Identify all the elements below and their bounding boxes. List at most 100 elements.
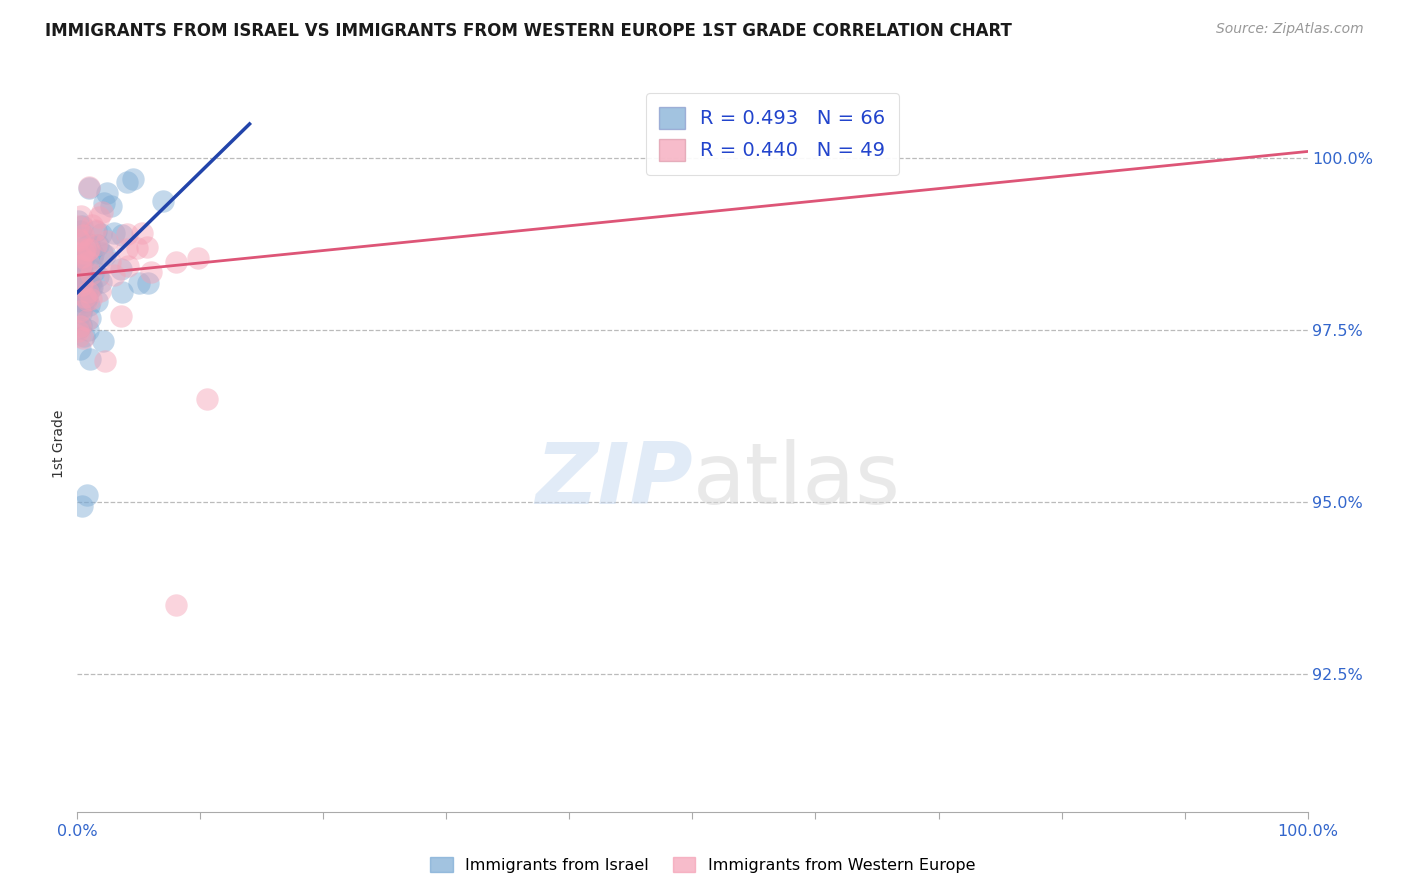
Point: [83, 264, 105, 278]
Point: [152, 194, 174, 208]
Point: [91, 245, 114, 260]
Point: [103, 226, 125, 240]
Point: [69, 306, 91, 320]
Point: [187, 251, 209, 265]
Point: [70, 499, 93, 513]
Point: [70, 278, 93, 293]
Point: [80, 280, 103, 294]
Point: [89, 285, 111, 299]
Point: [77, 237, 100, 252]
Point: [69, 294, 91, 309]
Point: [115, 242, 138, 256]
Point: [66, 278, 89, 293]
Point: [135, 240, 157, 254]
Point: [66, 219, 89, 234]
Point: [75, 242, 97, 256]
Point: [77, 243, 100, 257]
Point: [94, 354, 117, 368]
Point: [72, 295, 94, 310]
Point: [70, 300, 93, 314]
Point: [70, 261, 93, 276]
Point: [79, 277, 101, 291]
Point: [75, 290, 97, 304]
Point: [87, 268, 110, 283]
Point: [117, 260, 139, 274]
Legend: Immigrants from Israel, Immigrants from Western Europe: Immigrants from Israel, Immigrants from …: [423, 851, 983, 880]
Point: [70, 275, 93, 289]
Point: [79, 292, 101, 306]
Point: [77, 280, 100, 294]
Point: [75, 293, 97, 307]
Point: [96, 186, 118, 200]
Text: IMMIGRANTS FROM ISRAEL VS IMMIGRANTS FROM WESTERN EUROPE 1ST GRADE CORRELATION C: IMMIGRANTS FROM ISRAEL VS IMMIGRANTS FRO…: [45, 22, 1012, 40]
Point: [82, 247, 104, 261]
Point: [77, 255, 100, 269]
Point: [67, 321, 90, 335]
Point: [110, 310, 132, 324]
Point: [165, 599, 187, 613]
Point: [110, 262, 132, 277]
Text: ZIP: ZIP: [534, 439, 693, 522]
Point: [69, 224, 91, 238]
Point: [72, 328, 94, 343]
Point: [84, 224, 107, 238]
Point: [69, 303, 91, 318]
Point: [75, 285, 97, 300]
Point: [76, 290, 98, 304]
Point: [72, 252, 94, 266]
Point: [76, 293, 98, 308]
Point: [80, 251, 103, 265]
Point: [69, 252, 91, 267]
Point: [103, 268, 125, 282]
Point: [91, 334, 114, 348]
Point: [77, 242, 100, 256]
Point: [79, 351, 101, 366]
Point: [70, 318, 93, 332]
Point: [115, 227, 138, 242]
Point: [98, 255, 121, 269]
Point: [165, 255, 187, 269]
Point: [76, 285, 98, 299]
Point: [72, 250, 94, 264]
Point: [72, 228, 94, 243]
Point: [128, 276, 150, 290]
Point: [69, 343, 91, 357]
Point: [73, 245, 96, 260]
Point: [89, 211, 111, 225]
Point: [72, 331, 94, 345]
Point: [67, 280, 90, 294]
Point: [70, 210, 93, 224]
Point: [111, 285, 134, 300]
Point: [195, 392, 218, 406]
Point: [94, 248, 117, 262]
Point: [69, 267, 91, 281]
Point: [76, 488, 98, 502]
Legend: R = 0.493   N = 66, R = 0.440   N = 49: R = 0.493 N = 66, R = 0.440 N = 49: [645, 93, 898, 175]
Point: [93, 195, 115, 210]
Point: [79, 298, 101, 312]
Point: [75, 279, 97, 293]
Point: [125, 241, 148, 255]
Point: [136, 276, 159, 290]
Point: [67, 235, 90, 249]
Point: [69, 258, 91, 272]
Point: [79, 311, 101, 326]
Text: atlas: atlas: [693, 439, 900, 522]
Point: [69, 319, 91, 334]
Point: [82, 218, 104, 232]
Point: [84, 223, 107, 237]
Point: [141, 265, 163, 279]
Point: [70, 293, 93, 308]
Point: [77, 275, 100, 289]
Text: Source: ZipAtlas.com: Source: ZipAtlas.com: [1216, 22, 1364, 37]
Point: [110, 228, 132, 243]
Point: [80, 267, 103, 281]
Point: [121, 172, 143, 186]
Point: [90, 275, 112, 289]
Point: [76, 313, 98, 327]
Point: [67, 328, 90, 343]
Point: [73, 251, 96, 265]
Point: [77, 181, 100, 195]
Y-axis label: 1st Grade: 1st Grade: [52, 409, 66, 478]
Point: [75, 281, 97, 295]
